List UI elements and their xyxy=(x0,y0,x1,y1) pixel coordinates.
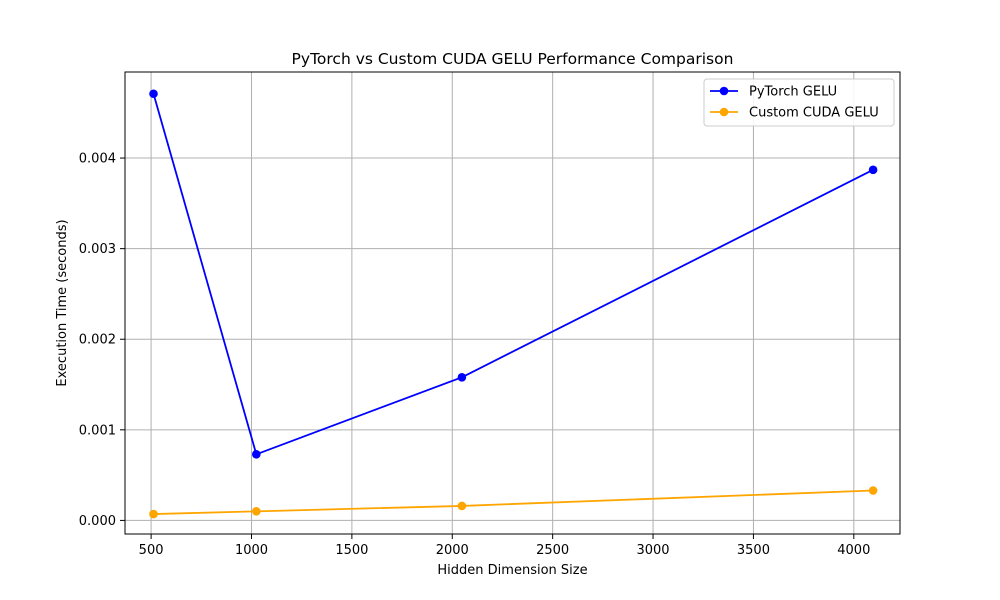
x-tick-label: 1000 xyxy=(235,543,268,558)
plot-frame xyxy=(124,71,901,535)
x-tick-label: 3500 xyxy=(737,543,770,558)
x-axis-ticks: 500 1000 1500 2000 2500 3000 3500 4000 xyxy=(139,534,870,558)
y-tick-label: 0.000 xyxy=(79,514,116,529)
x-tick-label: 4000 xyxy=(837,543,870,558)
series-pytorch-gelu xyxy=(149,89,878,459)
legend-marker xyxy=(719,107,729,117)
data-point xyxy=(252,507,261,516)
chart-title: PyTorch vs Custom CUDA GELU Performance … xyxy=(292,50,734,68)
data-point xyxy=(252,449,261,459)
y-tick-label: 0.002 xyxy=(79,333,116,348)
legend-box xyxy=(703,78,895,127)
data-point xyxy=(457,372,467,382)
grid-lines xyxy=(125,72,900,534)
x-axis-label: Hidden Dimension Size xyxy=(437,563,587,578)
x-tick-label: 500 xyxy=(139,543,164,558)
legend: PyTorch GELU Custom CUDA GELU xyxy=(703,78,895,127)
series-line xyxy=(153,489,874,515)
x-tick-label: 2000 xyxy=(436,543,469,558)
y-tick-label: 0.004 xyxy=(79,152,116,167)
y-tick-label: 0.003 xyxy=(79,242,116,257)
data-point xyxy=(868,486,878,495)
data-point xyxy=(149,509,158,519)
y-axis-label: Execution Time (seconds) xyxy=(55,219,70,386)
series-custom-cuda-gelu xyxy=(149,486,878,519)
legend-label: PyTorch GELU xyxy=(749,85,837,100)
data-point xyxy=(149,89,158,99)
y-tick-label: 0.001 xyxy=(79,423,116,438)
legend-label: Custom CUDA GELU xyxy=(749,106,879,121)
x-tick-label: 3000 xyxy=(636,543,669,558)
x-tick-label: 1500 xyxy=(335,543,368,558)
series-layer xyxy=(149,89,878,519)
legend-item: PyTorch GELU xyxy=(710,85,837,100)
legend-marker xyxy=(719,86,729,96)
y-axis-ticks: 0.000 0.001 0.002 0.003 0.004 xyxy=(79,152,125,529)
legend-item: Custom CUDA GELU xyxy=(710,106,879,121)
x-tick-label: 2500 xyxy=(536,543,569,558)
data-point xyxy=(868,165,878,175)
series-line xyxy=(152,93,874,456)
data-point xyxy=(457,501,467,511)
